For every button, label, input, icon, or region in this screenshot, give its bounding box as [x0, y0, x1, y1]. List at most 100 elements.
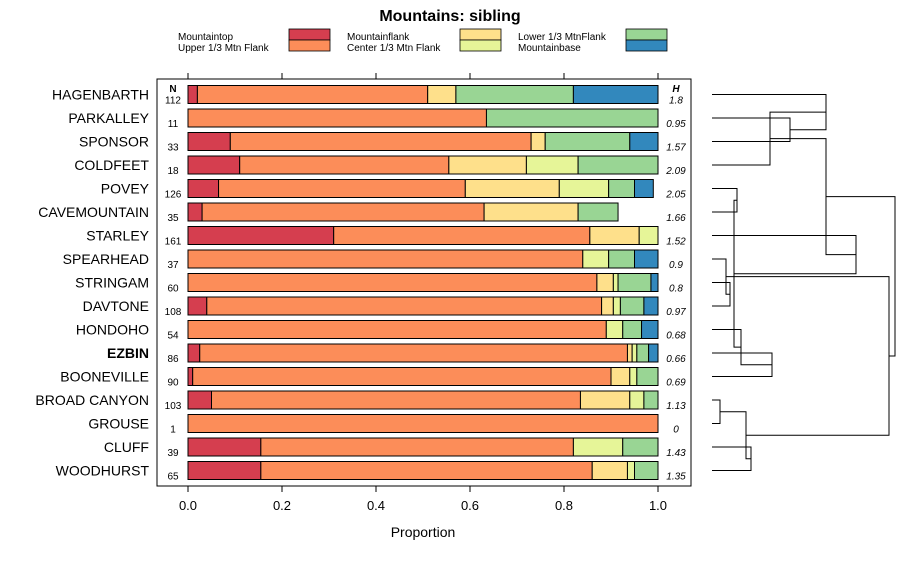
dendrogram-link — [726, 276, 890, 436]
bar-segment-mountaintop — [187, 132, 231, 151]
category-label: EZBIN — [107, 345, 149, 361]
bar-row-broad-canyon: 103 1.13 — [165, 390, 686, 412]
legend-label: Upper 1/3 Mtn Flank — [178, 43, 270, 54]
n-value: 35 — [167, 213, 179, 224]
bar-segment-upper-1-3-mtn-flank — [218, 179, 466, 198]
category-label: WOODHURST — [56, 463, 150, 479]
h-value: 0.68 — [666, 331, 686, 342]
category-label: POVEY — [101, 181, 150, 197]
bar-segment-lower-1-3-mtnflank — [622, 437, 659, 457]
category-label: SPEARHEAD — [63, 251, 149, 267]
legend-label: Mountainflank — [347, 32, 410, 43]
bar-segment-mountainflank — [589, 226, 640, 245]
h-value: 0.97 — [666, 307, 686, 318]
bar-segment-center-1-3-mtn-flank — [525, 155, 579, 175]
category-label: STARLEY — [86, 228, 149, 244]
dendrogram-link — [712, 329, 772, 366]
bar-segment-mountainflank — [626, 343, 633, 363]
dendrogram-link — [712, 188, 738, 213]
bar-segment-mountainflank — [427, 85, 457, 104]
bar-row-sponsor: 33 1.57 — [167, 132, 686, 154]
bar-row-starley: 161 1.52 — [165, 226, 686, 248]
category-label: STRINGAM — [75, 275, 149, 291]
n-value: 37 — [167, 260, 179, 271]
legend-swatch — [288, 39, 331, 52]
x-axis: 0.0 0.2 0.4 0.6 0.8 1.0 — [179, 73, 667, 513]
x-tick-label: 1.0 — [649, 498, 667, 513]
bar-segment-lower-1-3-mtnflank — [643, 390, 659, 410]
bar-segment-mountaintop — [187, 179, 220, 198]
bar-segment-center-1-3-mtn-flank — [582, 249, 610, 269]
n-value: 11 — [168, 119, 179, 130]
legend-swatch — [459, 28, 502, 41]
h-value: 1.35 — [666, 472, 686, 483]
bar-segment-upper-1-3-mtn-flank — [187, 249, 584, 269]
bar-segment-lower-1-3-mtnflank — [577, 155, 659, 175]
bar-row-woodhurst: 65 1.35 — [167, 461, 686, 483]
category-label: HAGENBARTH — [52, 87, 149, 103]
bar-segment-lower-1-3-mtnflank — [636, 367, 659, 386]
h-value: 1.8 — [669, 96, 683, 107]
plot-frame — [156, 78, 692, 487]
h-value: 1.66 — [666, 213, 686, 224]
bar-row-povey: 126 2.05 — [165, 179, 686, 201]
n-value: 60 — [167, 284, 179, 295]
bar-segment-upper-1-3-mtn-flank — [239, 155, 450, 175]
legend-label: Mountainbase — [518, 43, 581, 54]
bar-segment-mountaintop — [187, 390, 212, 410]
legend-swatch — [625, 39, 668, 52]
bar-segment-lower-1-3-mtnflank — [634, 461, 659, 480]
chart-title: Mountains: sibling — [379, 8, 520, 25]
bar-segment-upper-1-3-mtn-flank — [196, 85, 429, 104]
bar-segment-mountaintop — [187, 226, 335, 245]
bar-segment-center-1-3-mtn-flank — [629, 367, 638, 386]
bar-segment-center-1-3-mtn-flank — [638, 226, 659, 245]
legend-item-upper-1-3-mtn-flank: Upper 1/3 Mtn Flank — [178, 39, 331, 54]
bar-row-spearhead: 37 0.9 — [167, 249, 683, 271]
h-value: 0.69 — [666, 378, 686, 389]
bar-segment-upper-1-3-mtn-flank — [206, 296, 603, 316]
legend-item-mountainbase: Mountainbase — [518, 39, 668, 54]
bar-row-stringam: 60 0.8 — [167, 273, 683, 295]
n-value: 161 — [165, 237, 182, 248]
category-label: BROAD CANYON — [35, 392, 149, 408]
bar-segment-mountainbase — [629, 132, 659, 151]
n-value: 86 — [167, 354, 179, 365]
bar-segment-upper-1-3-mtn-flank — [211, 390, 581, 410]
category-label: COLDFEET — [74, 157, 149, 173]
legend-swatch — [625, 28, 668, 41]
bar-segment-lower-1-3-mtnflank — [636, 343, 650, 363]
category-label: CLUFF — [104, 439, 149, 455]
bar-row-booneville: 90 0.69 — [167, 367, 686, 389]
x-tick-label: 0.2 — [273, 498, 291, 513]
legend-label: Lower 1/3 MtnFlank — [518, 32, 607, 43]
category-label: BOONEVILLE — [60, 369, 149, 385]
h-value: 0.9 — [669, 260, 683, 271]
h-value: 0 — [673, 425, 679, 436]
bar-segment-mountainbase — [643, 296, 659, 316]
bar-segment-mountainbase — [634, 249, 659, 269]
n-value: 108 — [165, 307, 182, 318]
dendrogram-link — [712, 446, 752, 471]
bar-segment-lower-1-3-mtnflank — [455, 85, 574, 104]
category-label: HONDOHO — [76, 322, 149, 338]
n-value: 126 — [165, 190, 182, 201]
bar-segment-upper-1-3-mtn-flank — [199, 343, 628, 363]
n-value: 1 — [170, 425, 176, 436]
x-tick-label: 0.4 — [367, 498, 385, 513]
bar-segment-mountaintop — [187, 437, 262, 457]
bar-row-hagenbarth: 112 1.8 — [165, 85, 683, 107]
legend-swatch — [288, 28, 331, 41]
bar-segment-mountaintop — [187, 461, 262, 480]
bar-segment-center-1-3-mtn-flank — [629, 390, 645, 410]
bar-segment-mountainbase — [634, 179, 654, 198]
x-tick-label: 0.0 — [179, 498, 197, 513]
bar-segment-lower-1-3-mtnflank — [608, 179, 636, 198]
dendrogram-link — [712, 399, 721, 424]
dendrogram-link — [826, 196, 896, 357]
h-value: 2.05 — [665, 190, 686, 201]
bar-segment-upper-1-3-mtn-flank — [192, 367, 612, 386]
bar-segment-center-1-3-mtn-flank — [612, 273, 619, 292]
